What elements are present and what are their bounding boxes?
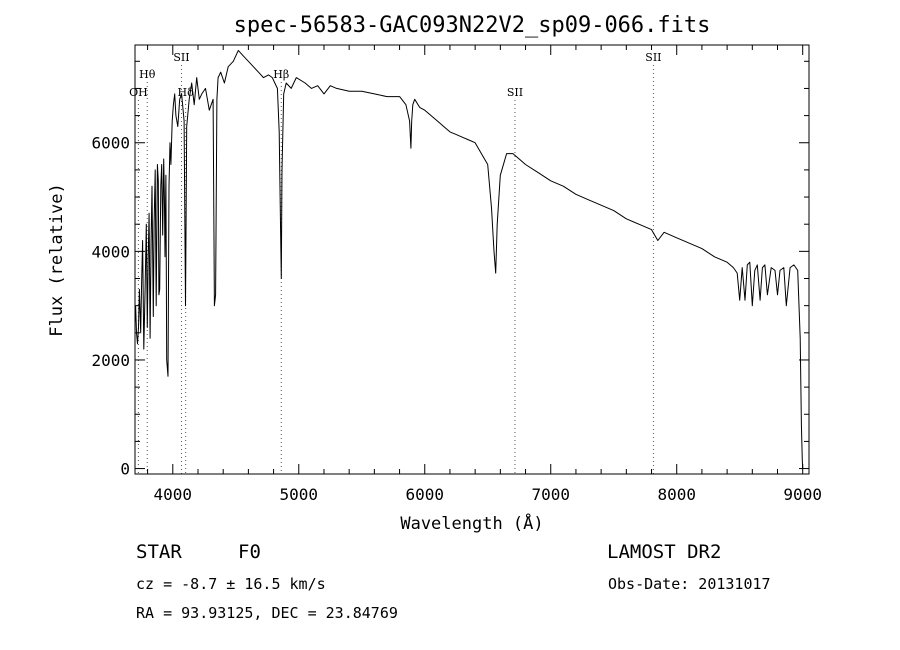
- axes: 4000 5000 6000 7000 8000 9000 0 2000 4000 6000: [91, 45, 822, 504]
- y-tick-label: 0: [120, 460, 130, 479]
- annotation-label: SII: [645, 51, 661, 64]
- y-axis-label: Flux (relative): [47, 183, 67, 337]
- x-tick-label: 9000: [783, 485, 822, 504]
- chart-title: spec-56583-GAC093N22V2_sp09-066.fits: [234, 13, 711, 38]
- annotation-label: SII: [507, 86, 523, 99]
- subclass-label: F0: [238, 541, 261, 563]
- series-layer: [134, 49, 804, 469]
- annotation-label: SII: [173, 51, 189, 64]
- survey-label: LAMOST DR2: [607, 541, 722, 563]
- x-axis-label: Wavelength (Å): [400, 512, 543, 534]
- obs-date-text: Obs-Date: 20131017: [608, 575, 771, 593]
- x-tick-label: 7000: [531, 485, 570, 504]
- annotation-labels: OH Hθ SII Hδ Hβ SII SII: [129, 51, 661, 99]
- redshift-text: cz = -8.7 ± 16.5 km/s: [136, 575, 326, 593]
- x-tick-label: 5000: [280, 485, 319, 504]
- class-label: STAR: [136, 541, 182, 563]
- annotation-label: Hδ: [178, 86, 195, 99]
- plot-frame: [134, 44, 810, 475]
- x-tick-label: 8000: [657, 485, 696, 504]
- annotation-label: Hθ: [139, 68, 156, 81]
- spectrum-line: [134, 49, 804, 469]
- x-tick-label: 6000: [405, 485, 444, 504]
- y-tick-label: 6000: [91, 134, 130, 153]
- annotation-label: OH: [129, 86, 148, 99]
- coords-text: RA = 93.93125, DEC = 23.84769: [136, 604, 398, 622]
- y-tick-label: 2000: [91, 351, 130, 370]
- annotation-label: Hβ: [273, 68, 289, 81]
- y-tick-label: 4000: [91, 242, 130, 261]
- x-tick-label: 4000: [154, 485, 193, 504]
